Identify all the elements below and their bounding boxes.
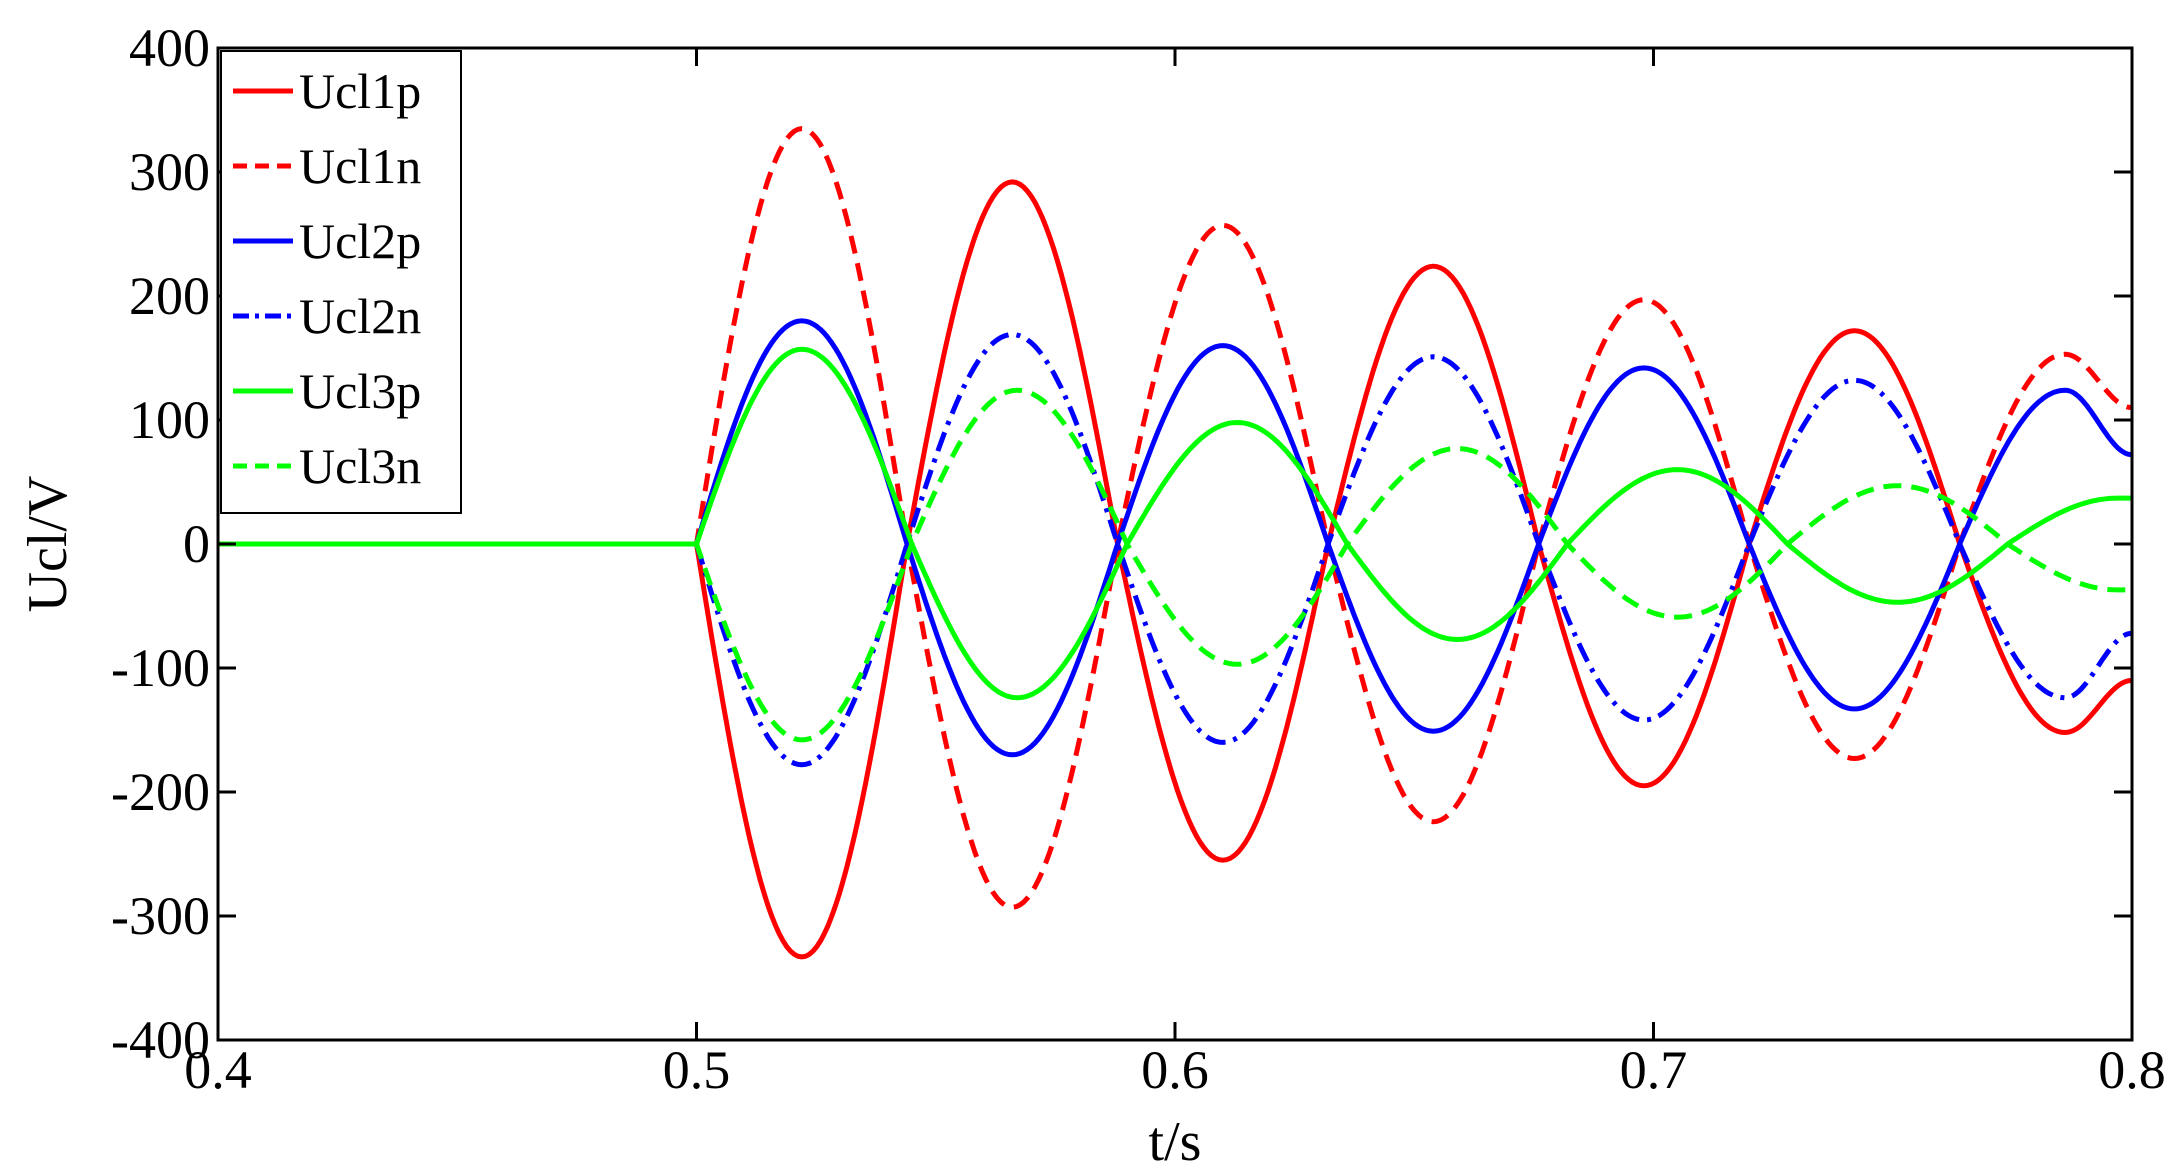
ticks-layer: 0.4 0.5 0.6 0.7 0.8 400 300 200 100 0 -100 -200 -300… bbox=[111, 18, 2166, 1100]
legend-label-ucl1n: Ucl1n bbox=[299, 138, 421, 194]
y-tick-label: 100 bbox=[129, 390, 210, 450]
legend-box bbox=[220, 50, 462, 514]
y-tick-label: 0 bbox=[183, 514, 210, 574]
x-axis-label: t/s bbox=[1149, 1111, 1202, 1173]
y-axis-label: Ucl/V bbox=[17, 476, 79, 613]
legend: Ucl1p Ucl1n Ucl2p Ucl2n Ucl3p Ucl3n bbox=[220, 50, 462, 514]
x-tick-label: 0.7 bbox=[1620, 1040, 1688, 1100]
legend-label-ucl3n: Ucl3n bbox=[299, 438, 421, 494]
series-line-ucl3n bbox=[218, 387, 2132, 743]
x-tick-label: 0.4 bbox=[184, 1040, 252, 1100]
y-tick-label: -300 bbox=[111, 886, 210, 946]
series-layer bbox=[218, 126, 2132, 960]
y-tick-label: 200 bbox=[129, 266, 210, 326]
legend-label-ucl1p: Ucl1p bbox=[299, 63, 421, 119]
x-tick-label: 0.6 bbox=[1141, 1040, 1209, 1100]
y-tick-label: 300 bbox=[129, 142, 210, 202]
y-tick-label: -200 bbox=[111, 762, 210, 822]
legend-label-ucl2p: Ucl2p bbox=[299, 213, 421, 269]
series-line-ucl2n bbox=[218, 331, 2132, 768]
y-tick-label: 400 bbox=[129, 18, 210, 78]
legend-label-ucl3p: Ucl3p bbox=[299, 363, 421, 419]
series-line-ucl3p bbox=[218, 346, 2132, 701]
x-tick-label: 0.5 bbox=[663, 1040, 731, 1100]
series-line-ucl2p bbox=[218, 318, 2132, 758]
series-line-ucl1p bbox=[218, 179, 2132, 960]
legend-label-ucl2n: Ucl2n bbox=[299, 288, 421, 344]
x-tick-label: 0.8 bbox=[2098, 1040, 2166, 1100]
y-tick-label: -400 bbox=[111, 1010, 210, 1070]
y-tick-label: -100 bbox=[111, 638, 210, 698]
series-line-ucl1n bbox=[218, 126, 2132, 910]
